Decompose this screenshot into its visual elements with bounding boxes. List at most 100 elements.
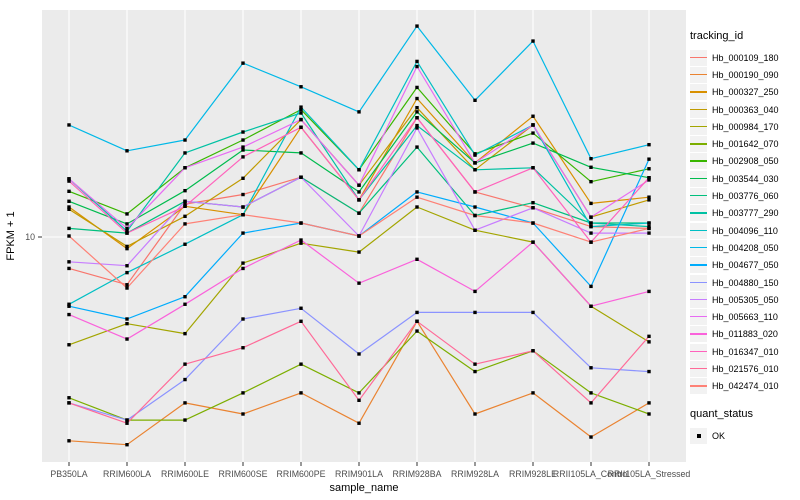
data-point	[299, 151, 303, 155]
legend-item-label: Hb_001642_070	[712, 139, 779, 150]
legend-item-tracking: Hb_003544_030	[690, 170, 800, 187]
data-point	[125, 337, 129, 341]
data-point	[473, 205, 477, 209]
legend-line-icon	[690, 212, 707, 214]
data-point	[647, 412, 651, 416]
data-point	[473, 362, 477, 366]
data-point	[125, 421, 129, 425]
data-point	[125, 246, 129, 251]
data-point	[241, 145, 245, 149]
data-point	[531, 141, 535, 145]
data-point	[299, 105, 303, 109]
data-point	[415, 329, 419, 333]
data-point	[589, 165, 593, 169]
tracking-id-entries: Hb_000109_180 Hb_000190_090 Hb_000327_250 H…	[690, 49, 800, 395]
legend-line-icon	[690, 281, 707, 283]
data-point	[531, 221, 535, 225]
legend-item-tracking: Hb_000984_170	[690, 118, 800, 135]
data-point	[67, 439, 71, 443]
data-point	[241, 61, 245, 65]
data-point	[183, 166, 187, 170]
data-point	[125, 149, 129, 153]
data-point	[589, 401, 593, 405]
data-point	[299, 306, 303, 310]
legend-item-tracking: Hb_000109_180	[690, 49, 800, 66]
data-point	[647, 167, 651, 171]
legend-item-label: Hb_000984_170	[712, 121, 779, 132]
legend-item-label: Hb_042474_010	[712, 381, 779, 392]
data-point	[67, 302, 71, 306]
data-point	[241, 261, 245, 265]
data-point	[299, 125, 303, 129]
legend-key-point-swatch	[690, 427, 707, 444]
data-point	[125, 226, 129, 231]
x-tick-label: RRIM901LA	[335, 469, 383, 479]
data-point	[415, 105, 419, 110]
legend-item-label: Hb_011883_020	[712, 329, 778, 340]
legend-item-tracking: Hb_005305_050	[690, 291, 800, 308]
data-point	[357, 211, 361, 215]
data-point	[531, 206, 535, 210]
data-point	[647, 231, 651, 235]
data-point	[183, 331, 187, 336]
data-point	[125, 418, 129, 422]
legend-key-line-swatch	[690, 360, 707, 377]
data-point	[67, 177, 71, 181]
data-point	[357, 168, 361, 172]
legend-key-line-swatch	[690, 118, 707, 135]
data-point	[183, 199, 187, 203]
data-point	[241, 346, 245, 350]
legend-key-line-swatch	[690, 343, 707, 360]
legend-key-line-swatch	[690, 84, 707, 101]
data-point	[647, 198, 651, 202]
legend-key-line-swatch	[690, 153, 707, 170]
data-point	[415, 145, 419, 149]
data-point	[241, 176, 245, 180]
data-point	[299, 107, 303, 112]
data-point	[531, 123, 535, 127]
data-point	[589, 201, 593, 206]
legend-item-label: Hb_004096_110	[712, 225, 778, 236]
data-point	[473, 412, 477, 416]
data-point	[67, 207, 71, 211]
data-point	[67, 312, 71, 317]
data-point	[589, 366, 593, 370]
data-point	[415, 110, 419, 114]
legend-key-line-swatch	[690, 309, 707, 326]
x-tick-label: RRIM928LA	[451, 469, 499, 479]
legend-item-label: Hb_005305_050	[712, 294, 779, 305]
data-point	[125, 321, 129, 326]
data-point	[241, 213, 245, 217]
data-point	[357, 183, 361, 187]
x-tick-label: RRII105LA_Control	[553, 469, 629, 479]
data-point	[357, 234, 361, 238]
data-point	[299, 238, 303, 242]
quant-status-block: quant_status OK	[690, 408, 800, 444]
data-point	[415, 96, 419, 101]
data-point	[67, 199, 71, 203]
legend-key-line-swatch	[690, 222, 707, 239]
legend-item-tracking: Hb_004096_110	[690, 222, 800, 239]
data-point	[473, 289, 477, 294]
legend-item-label: Hb_005663_110	[712, 312, 778, 323]
data-point	[67, 260, 71, 264]
legend-key-line-swatch	[690, 136, 707, 153]
data-point	[473, 228, 477, 232]
data-point	[647, 401, 651, 405]
legend-line-icon	[690, 195, 707, 197]
data-point	[647, 226, 651, 231]
legend-item-tracking: Hb_005663_110	[690, 308, 800, 326]
legend-line-icon	[690, 350, 707, 353]
legend-item-label: Hb_004208_050	[712, 242, 779, 253]
legend-item-tracking: Hb_000327_250	[690, 84, 800, 101]
legend-key-line-swatch	[690, 188, 707, 205]
legend-item-tracking: Hb_003776_060	[690, 187, 800, 205]
legend-item-tracking: Hb_021576_010	[690, 360, 800, 377]
data-point	[589, 435, 593, 439]
legend-line-icon	[690, 160, 707, 162]
legend-item-label: Hb_000190_090	[712, 69, 779, 80]
data-point	[67, 234, 71, 238]
data-point	[67, 396, 71, 400]
data-point	[241, 391, 245, 395]
x-tick-label: RRIM600PE	[277, 469, 326, 479]
